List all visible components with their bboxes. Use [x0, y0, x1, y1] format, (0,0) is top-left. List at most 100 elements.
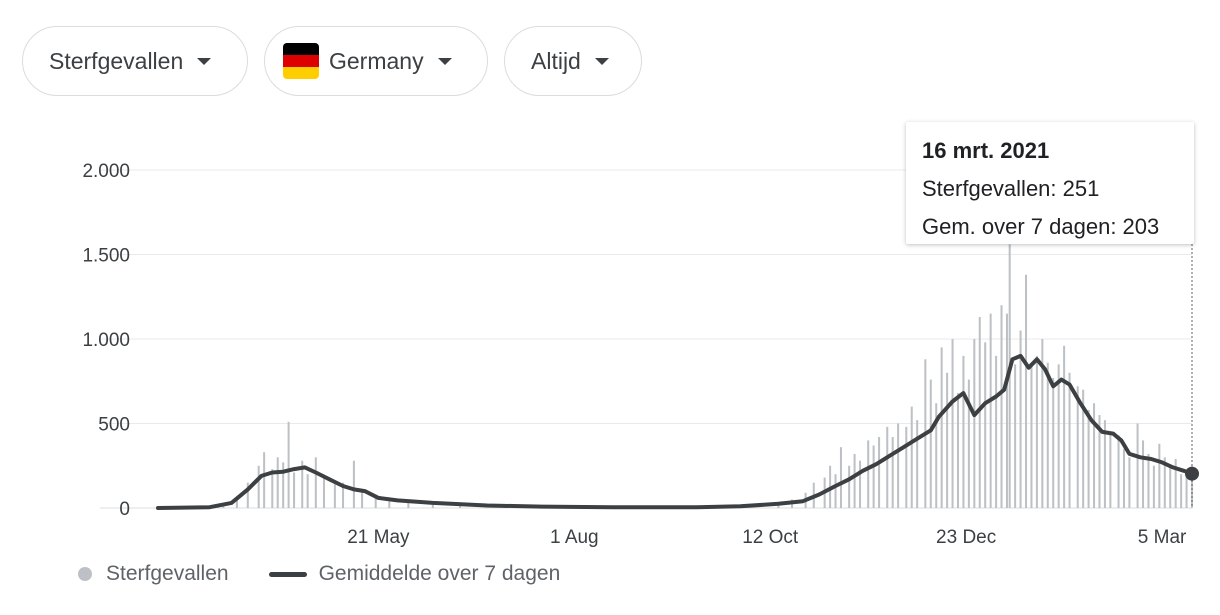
death-bar	[1068, 372, 1071, 508]
death-bar	[1024, 274, 1028, 508]
death-bar	[916, 420, 919, 508]
death-bar	[287, 421, 290, 508]
metric-dropdown-label: Sterfgevallen	[49, 47, 184, 74]
death-bar	[1147, 453, 1150, 508]
death-bar	[263, 452, 266, 508]
hover-point	[1185, 466, 1199, 481]
y-axis-labels: 0 500 1.000 1.500 2.000	[82, 161, 130, 520]
tooltip-deaths: Sterfgevallen: 251	[922, 176, 1100, 201]
death-bar	[282, 462, 285, 508]
death-bar	[1014, 364, 1017, 508]
chart-tooltip: 16 mrt. 2021 Sterfgevallen: 251 Gem. ove…	[906, 122, 1194, 244]
time-range-dropdown-label: Altijd	[531, 47, 581, 74]
death-bar	[352, 460, 355, 508]
death-bar	[333, 484, 336, 508]
x-tick-label: 21 May	[347, 527, 410, 548]
death-bar	[1185, 477, 1188, 508]
death-bar	[1142, 440, 1145, 508]
x-tick-label: 23 Dec	[936, 527, 996, 548]
death-bar	[891, 437, 894, 508]
death-bar	[1093, 403, 1096, 508]
death-bar	[301, 460, 304, 508]
death-bar	[361, 491, 364, 508]
death-bar	[1076, 386, 1079, 508]
death-bar	[886, 426, 889, 508]
death-bar	[1158, 443, 1161, 508]
death-bar	[1122, 448, 1125, 508]
country-dropdown[interactable]: Germany	[264, 26, 488, 96]
death-bar	[951, 339, 954, 508]
death-bar	[374, 494, 377, 508]
death-bar	[853, 453, 856, 508]
death-bar	[293, 472, 296, 508]
tooltip-date: 16 mrt. 2021	[922, 138, 1050, 163]
chart-legend: Sterfgevallen Gemiddelde over 7 dagen	[78, 562, 560, 586]
metric-dropdown[interactable]: Sterfgevallen	[22, 26, 248, 96]
line-series	[156, 353, 1194, 510]
death-bar	[1163, 457, 1166, 508]
y-tick-label: 0	[119, 499, 130, 520]
death-bar	[1109, 431, 1112, 508]
death-bar	[1103, 420, 1106, 508]
death-bar	[834, 474, 837, 508]
death-bar	[271, 469, 274, 508]
death-bar	[929, 379, 932, 508]
death-bar	[407, 501, 410, 508]
caret-down-icon	[594, 57, 609, 65]
death-bar	[314, 457, 317, 508]
death-bar	[1063, 345, 1066, 508]
death-bar	[978, 317, 981, 508]
country-dropdown-label: Germany	[329, 47, 424, 74]
death-bar	[967, 379, 970, 508]
death-bar	[459, 504, 462, 508]
death-bar	[935, 403, 938, 508]
germany-flag-icon	[283, 43, 319, 79]
death-bar	[1035, 355, 1038, 508]
x-tick-label: 12 Oct	[742, 527, 799, 548]
death-bar	[872, 445, 875, 508]
bar-series	[222, 244, 1194, 509]
death-bar	[1098, 415, 1101, 508]
death-bar	[867, 440, 870, 508]
average-line	[156, 353, 1194, 510]
death-bar	[973, 339, 976, 508]
death-bar	[1041, 339, 1044, 508]
death-bar	[276, 457, 279, 508]
death-bar	[1169, 465, 1172, 508]
x-tick-label: 5 Mar	[1138, 527, 1187, 548]
y-tick-label: 2.000	[82, 161, 130, 182]
death-bar	[848, 465, 851, 508]
x-tick-label: 1 Aug	[550, 527, 599, 548]
death-bar	[1136, 423, 1139, 508]
death-bar	[1087, 409, 1090, 508]
y-tick-label: 500	[98, 415, 130, 436]
y-tick-label: 1.500	[82, 246, 130, 267]
caret-down-icon	[197, 57, 212, 65]
death-bar	[1152, 465, 1155, 508]
death-bar	[1174, 458, 1177, 508]
death-bar	[1128, 457, 1131, 508]
death-bar	[910, 406, 913, 508]
death-bar	[956, 393, 960, 508]
death-bar	[1052, 377, 1055, 508]
death-bar	[1030, 364, 1033, 508]
death-bar	[246, 482, 249, 508]
death-bar	[878, 437, 881, 508]
death-bar	[1082, 389, 1085, 508]
death-bar	[431, 502, 434, 508]
death-bar	[1190, 465, 1194, 508]
death-bar	[257, 465, 260, 508]
time-range-dropdown[interactable]: Altijd	[504, 26, 642, 96]
y-tick-label: 1.000	[82, 330, 130, 351]
death-bar	[897, 423, 900, 508]
death-bar	[989, 313, 992, 508]
hover-indicator	[1185, 244, 1199, 508]
death-bar	[342, 482, 345, 508]
death-bar	[946, 372, 949, 508]
legend-bars-label: Sterfgevallen	[106, 562, 229, 585]
death-bar	[1117, 435, 1120, 508]
death-bar	[1057, 364, 1060, 508]
death-bar	[859, 460, 862, 508]
death-bar	[940, 347, 943, 508]
